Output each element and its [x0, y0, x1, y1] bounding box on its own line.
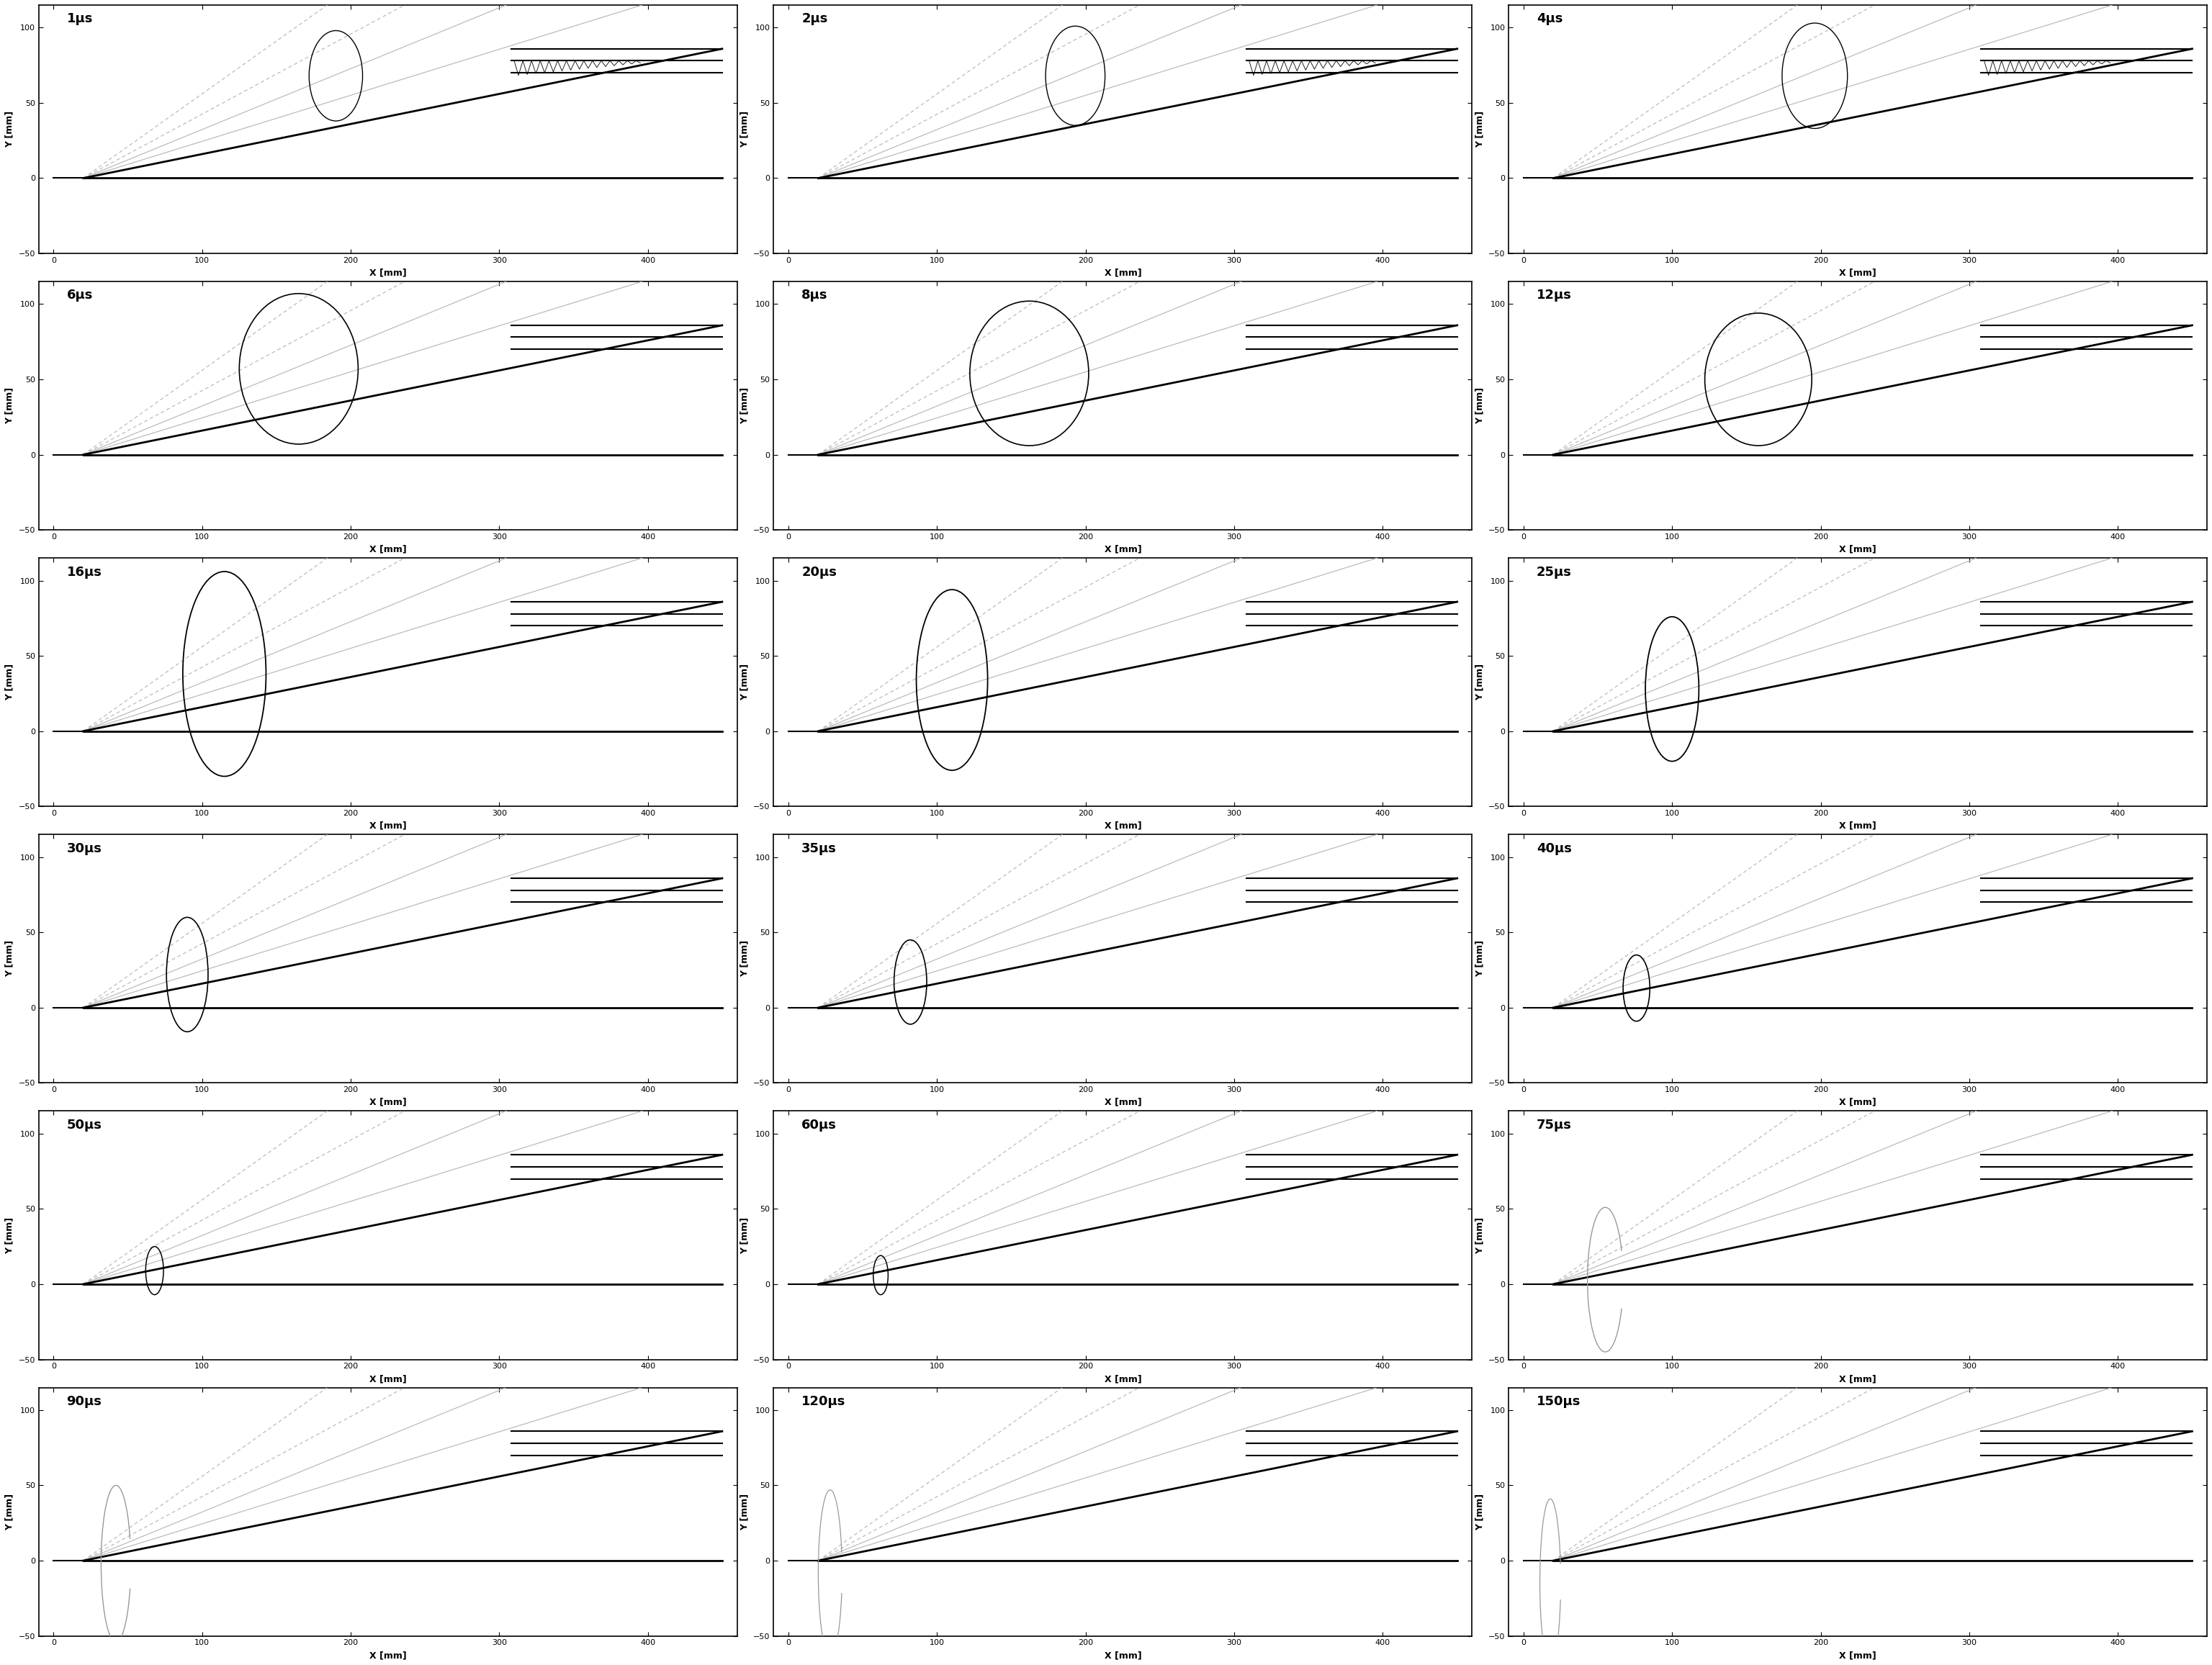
X-axis label: X [mm]: X [mm] [1104, 821, 1141, 831]
X-axis label: X [mm]: X [mm] [369, 268, 407, 278]
Text: 25μs: 25μs [1537, 566, 1573, 578]
X-axis label: X [mm]: X [mm] [369, 544, 407, 554]
Y-axis label: Y [mm]: Y [mm] [1475, 388, 1484, 425]
X-axis label: X [mm]: X [mm] [1104, 1097, 1141, 1107]
Text: 12μs: 12μs [1537, 290, 1573, 301]
Y-axis label: Y [mm]: Y [mm] [1475, 1494, 1484, 1530]
Text: 2μs: 2μs [801, 12, 827, 25]
Text: 50μs: 50μs [66, 1119, 102, 1132]
Y-axis label: Y [mm]: Y [mm] [4, 112, 13, 148]
Text: 6μs: 6μs [66, 290, 93, 301]
Y-axis label: Y [mm]: Y [mm] [1475, 112, 1484, 148]
Text: 30μs: 30μs [66, 842, 102, 854]
X-axis label: X [mm]: X [mm] [1104, 1374, 1141, 1384]
Text: 1μs: 1μs [66, 12, 93, 25]
Y-axis label: Y [mm]: Y [mm] [4, 388, 13, 425]
Y-axis label: Y [mm]: Y [mm] [741, 941, 750, 977]
Y-axis label: Y [mm]: Y [mm] [741, 1494, 750, 1530]
Text: 40μs: 40μs [1537, 842, 1573, 854]
Text: 4μs: 4μs [1537, 12, 1564, 25]
X-axis label: X [mm]: X [mm] [1838, 821, 1876, 831]
X-axis label: X [mm]: X [mm] [1838, 1374, 1876, 1384]
Text: 60μs: 60μs [801, 1119, 836, 1132]
X-axis label: X [mm]: X [mm] [369, 1374, 407, 1384]
X-axis label: X [mm]: X [mm] [1838, 268, 1876, 278]
Text: 150μs: 150μs [1537, 1395, 1582, 1409]
X-axis label: X [mm]: X [mm] [1104, 544, 1141, 554]
X-axis label: X [mm]: X [mm] [369, 1650, 407, 1660]
Text: 120μs: 120μs [801, 1395, 845, 1409]
Y-axis label: Y [mm]: Y [mm] [1475, 1217, 1484, 1254]
Y-axis label: Y [mm]: Y [mm] [741, 664, 750, 701]
Y-axis label: Y [mm]: Y [mm] [1475, 941, 1484, 977]
X-axis label: X [mm]: X [mm] [1838, 1650, 1876, 1660]
Text: 20μs: 20μs [801, 566, 836, 578]
Y-axis label: Y [mm]: Y [mm] [4, 1217, 13, 1254]
Text: 35μs: 35μs [801, 842, 836, 854]
X-axis label: X [mm]: X [mm] [369, 821, 407, 831]
Y-axis label: Y [mm]: Y [mm] [4, 664, 13, 701]
Text: 16μs: 16μs [66, 566, 102, 578]
X-axis label: X [mm]: X [mm] [1838, 1097, 1876, 1107]
X-axis label: X [mm]: X [mm] [369, 1097, 407, 1107]
Y-axis label: Y [mm]: Y [mm] [741, 388, 750, 425]
X-axis label: X [mm]: X [mm] [1104, 268, 1141, 278]
Y-axis label: Y [mm]: Y [mm] [1475, 664, 1484, 701]
Y-axis label: Y [mm]: Y [mm] [4, 1494, 13, 1530]
X-axis label: X [mm]: X [mm] [1838, 544, 1876, 554]
Y-axis label: Y [mm]: Y [mm] [4, 941, 13, 977]
Text: 8μs: 8μs [801, 290, 827, 301]
Text: 75μs: 75μs [1537, 1119, 1573, 1132]
Text: 90μs: 90μs [66, 1395, 102, 1409]
Y-axis label: Y [mm]: Y [mm] [741, 1217, 750, 1254]
X-axis label: X [mm]: X [mm] [1104, 1650, 1141, 1660]
Y-axis label: Y [mm]: Y [mm] [741, 112, 750, 148]
